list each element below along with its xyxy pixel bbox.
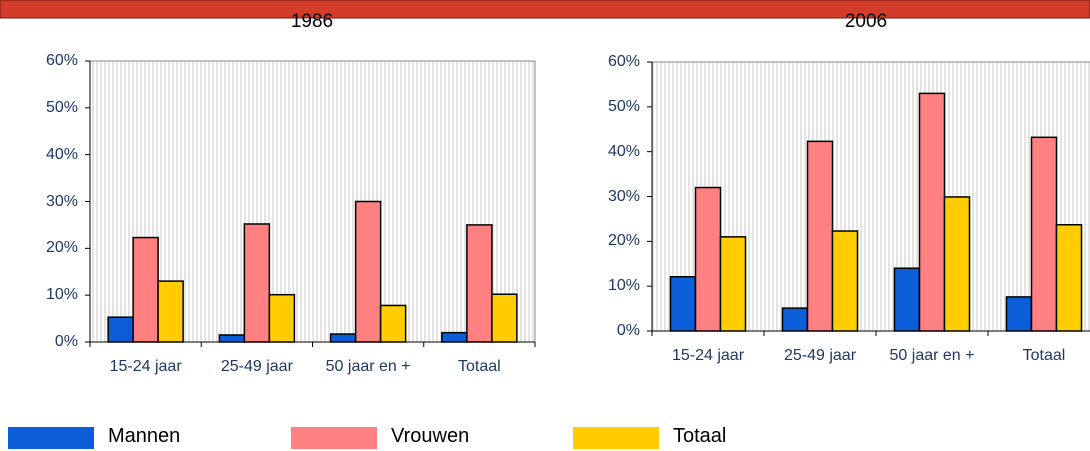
bar	[1055, 223, 1083, 332]
bar	[466, 224, 493, 343]
bar	[379, 304, 407, 343]
bar	[157, 280, 184, 343]
y-tick-label: 10%	[607, 277, 640, 295]
legend-label: Totaal	[673, 425, 727, 447]
bar	[918, 92, 946, 332]
bar	[781, 307, 809, 332]
chart-title: 2006	[844, 11, 888, 32]
bar	[893, 267, 921, 332]
bar	[107, 316, 134, 343]
legend-swatch	[573, 427, 659, 449]
y-tick-label: 60%	[607, 53, 640, 70]
y-tick-label: 40%	[607, 142, 640, 160]
legend-label: Vrouwen	[391, 425, 470, 447]
x-tick-label: 25-49 jaar	[783, 347, 857, 364]
y-tick-label: 50%	[607, 97, 640, 115]
legend-label: Mannen	[108, 425, 181, 447]
bar	[329, 333, 357, 343]
x-tick-label: 50 jaar en +	[889, 347, 975, 364]
bar	[1005, 296, 1033, 332]
bar	[831, 230, 859, 332]
y-tick-label: 20%	[45, 239, 78, 257]
y-tick-label: 40%	[45, 145, 78, 163]
x-tick-label: Totaal	[458, 358, 501, 375]
y-tick-label: 60%	[45, 52, 78, 69]
chart-title: 1986	[290, 11, 334, 32]
x-tick-label: Totaal	[1022, 347, 1066, 364]
y-tick-label: 30%	[45, 192, 78, 210]
y-tick-label: 50%	[45, 98, 78, 116]
bar	[132, 236, 159, 343]
bar	[806, 140, 834, 332]
bar	[354, 200, 382, 343]
bar	[1030, 136, 1058, 332]
bar	[943, 196, 971, 332]
bar	[719, 236, 747, 332]
bar	[491, 293, 518, 343]
bar	[243, 223, 271, 343]
bar	[441, 331, 468, 343]
legend-swatch	[291, 427, 377, 449]
x-tick-label: 15-24 jaar	[671, 347, 745, 364]
y-tick-label: 10%	[45, 286, 78, 304]
banner	[0, 0, 1090, 19]
y-tick-label: 0%	[54, 333, 78, 350]
legend-swatch	[8, 427, 94, 449]
bar	[218, 334, 246, 343]
y-tick-label: 0%	[616, 322, 640, 339]
x-tick-label: 15-24 jaar	[109, 358, 182, 375]
bar	[669, 276, 697, 332]
x-tick-label: 50 jaar en +	[325, 358, 411, 375]
y-tick-label: 20%	[607, 232, 640, 250]
x-tick-label: 25-49 jaar	[220, 358, 293, 375]
y-tick-label: 30%	[607, 187, 640, 205]
bar	[268, 293, 296, 343]
bar	[694, 186, 722, 332]
